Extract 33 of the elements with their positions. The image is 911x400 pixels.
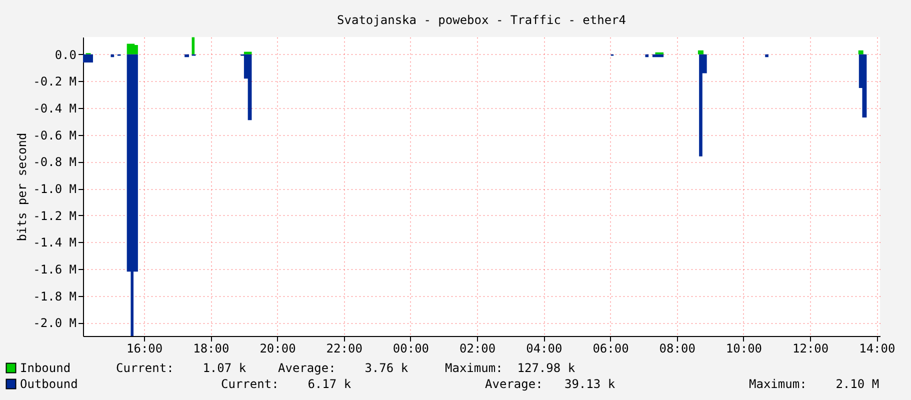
x-tick-label: 04:00 — [526, 342, 562, 356]
text: Maximum: 127.98 k — [445, 361, 576, 375]
y-tick-label: -1.0 M — [33, 182, 76, 196]
x-tick-label: 14:00 — [859, 342, 896, 356]
y-tick-label: -0.4 M — [33, 102, 76, 116]
text: Current: 6.17 k — [221, 377, 352, 391]
text: Average: 39.13 k — [485, 377, 616, 391]
legend-label: Outbound — [20, 377, 78, 391]
x-tick-label: 10:00 — [726, 342, 762, 356]
x-tick-label: 08:00 — [659, 342, 696, 356]
x-tick-label: 18:00 — [193, 342, 230, 356]
chart-title: Svatojanska - powebox - Traffic - ether4 — [337, 13, 626, 27]
x-tick-label: 16:00 — [126, 342, 163, 356]
y-tick-label: -1.6 M — [33, 262, 76, 276]
x-tick-label: 20:00 — [260, 342, 296, 356]
y-tick-label: -0.8 M — [33, 155, 76, 170]
text: Maximum: 2.10 M — [749, 377, 880, 391]
x-tick-label: 02:00 — [459, 342, 496, 356]
y-tick-label: -1.8 M — [33, 289, 76, 304]
y-tick-label: -1.2 M — [33, 208, 76, 223]
y-tick-label: -0.6 M — [33, 128, 76, 142]
y-tick-label: 0.0 — [54, 48, 76, 62]
y-axis-title: bits per second — [15, 132, 30, 242]
y-tick-label: -1.4 M — [33, 236, 76, 250]
x-tick-label: 00:00 — [392, 342, 430, 356]
y-tick-label: -0.2 M — [33, 74, 76, 89]
x-tick-label: 22:00 — [326, 342, 362, 356]
text: Current: 1.07 k — [116, 361, 247, 375]
x-tick-label: 06:00 — [592, 342, 629, 356]
x-tick-label: 12:00 — [792, 342, 829, 356]
text: Average: 3.76 k — [278, 361, 409, 375]
legend-label: Inbound — [20, 361, 71, 375]
y-tick-label: -2.0 M — [33, 316, 76, 330]
